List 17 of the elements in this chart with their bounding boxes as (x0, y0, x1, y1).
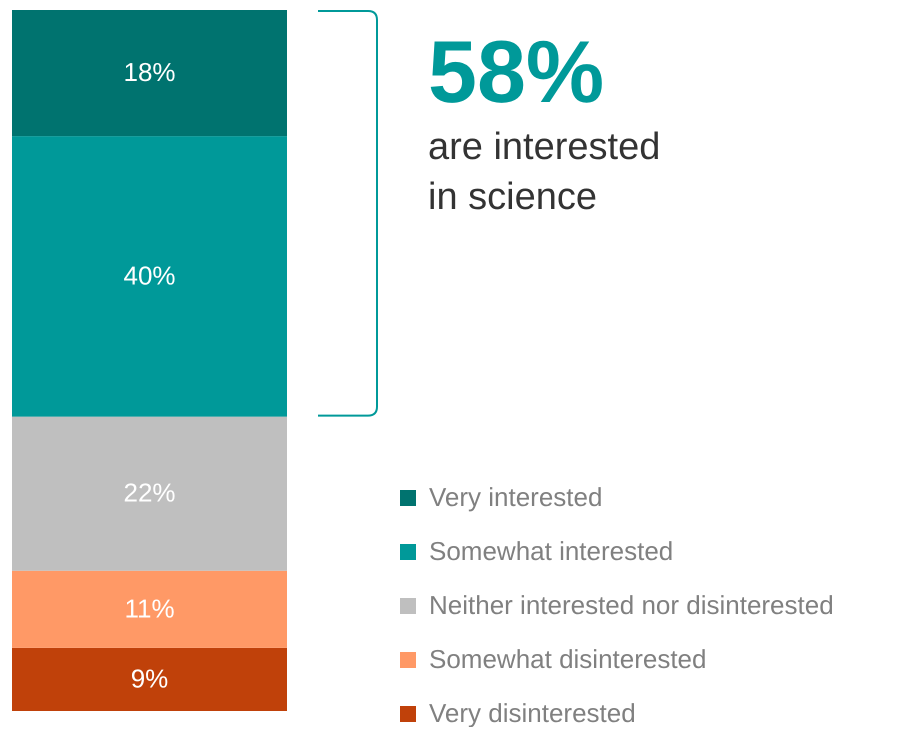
data-label: 40% (123, 260, 176, 290)
text: are interested (428, 125, 660, 170)
bar (12, 416, 287, 571)
data-label: 11% (124, 593, 175, 624)
data-label: 22% (123, 478, 176, 508)
bar (12, 10, 287, 136)
bar (12, 136, 287, 417)
legend-label: Neither interested nor disinterested (429, 590, 834, 620)
bar (12, 648, 287, 711)
text: 58% (428, 22, 606, 122)
text: in science (428, 175, 598, 220)
bar (12, 570, 287, 648)
legend-label: Very interested (429, 482, 602, 512)
data-label: 18% (123, 57, 176, 88)
data-label: 9% (130, 663, 168, 694)
legend-label: Somewhat disinterested (429, 644, 706, 674)
legend-label: Somewhat interested (429, 536, 674, 566)
